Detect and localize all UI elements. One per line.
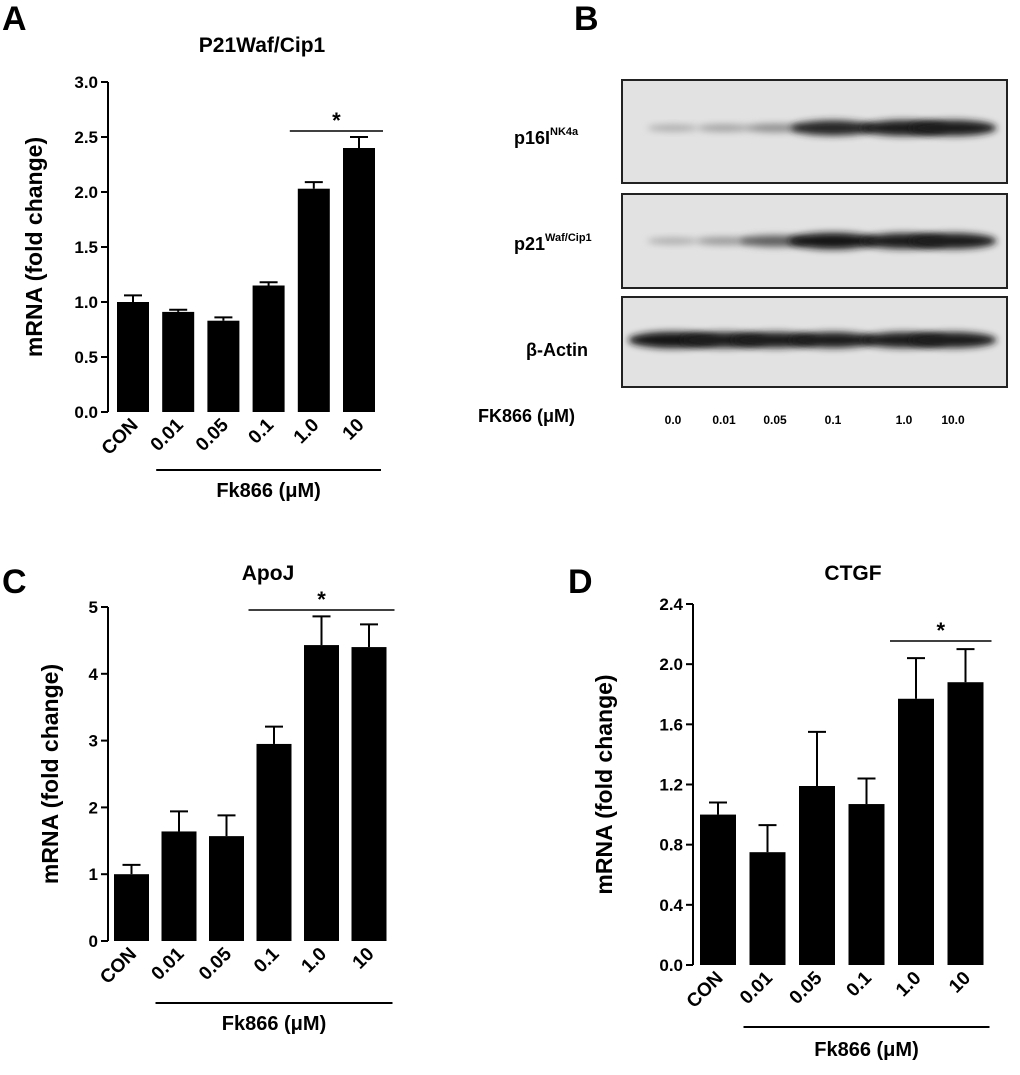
treatment-group-label: Fk866 (μM): [814, 1039, 918, 1061]
y-tick-label: 4: [89, 665, 99, 684]
chart-title: CTGF: [824, 562, 881, 585]
y-tick-label: 3.0: [74, 73, 98, 92]
bar: [749, 852, 786, 965]
y-tick-label: 2.5: [74, 128, 98, 147]
x-tick-label: 1.0: [298, 944, 332, 978]
blot-band: [789, 332, 877, 348]
y-tick-label: 2.0: [659, 655, 683, 674]
y-tick-label: 1.0: [74, 293, 98, 312]
blot-label-actin: β-Actin: [526, 340, 588, 360]
bar: [799, 786, 835, 965]
x-tick-label: 0.1: [245, 414, 279, 448]
bar: [947, 682, 984, 965]
blot-treatment-label: FK866 (μM): [478, 406, 575, 426]
x-tick-label: 0.01: [148, 943, 189, 984]
x-tick-label: 0.05: [786, 967, 827, 1008]
blot-band: [697, 124, 751, 132]
y-tick-label: 0.8: [659, 836, 683, 855]
blot-label-p21: p21Waf/Cip1: [514, 232, 592, 254]
y-tick-label: 5: [89, 598, 98, 617]
y-tick-label: 2.4: [659, 595, 683, 614]
y-tick-label: 1.2: [659, 776, 683, 795]
y-tick-label: 1.6: [659, 715, 683, 734]
y-tick-label: 0.0: [74, 403, 98, 422]
y-tick-label: 0.0: [659, 956, 683, 975]
bar: [700, 814, 736, 965]
x-tick-label: 0.1: [843, 967, 877, 1001]
chart-a-p21: P21Waf/Cip1 mRNA (fold change) 0.0 0.5 1.0 1.…: [21, 34, 383, 502]
y-tick-label: 1: [89, 865, 98, 884]
blot-bands: [628, 120, 997, 349]
blot-lane-label: 10.0: [941, 413, 965, 427]
bar: [351, 647, 387, 941]
bar: [304, 645, 339, 941]
blot-band: [647, 124, 699, 132]
bar: [297, 188, 330, 412]
x-tick-label: 0.1: [250, 943, 284, 977]
x-tick-label: 10: [339, 415, 369, 445]
blot-lane-label: 0.05: [763, 413, 787, 427]
y-axis-label: mRNA (fold change): [37, 664, 63, 884]
blot-lane-label: 1.0: [896, 413, 913, 427]
x-tick-label: 0.01: [147, 414, 188, 455]
x-tick-label: 10: [945, 968, 975, 998]
panel-letter-d: D: [568, 563, 593, 601]
chart-title: P21Waf/Cip1: [199, 34, 326, 57]
y-tick-label: 0.5: [74, 348, 98, 367]
blot-band: [647, 237, 699, 245]
y-tick-label: 2.0: [74, 183, 98, 202]
blot-lane-label: 0.0: [665, 413, 682, 427]
bar: [343, 148, 375, 412]
x-tick-label: CON: [683, 968, 728, 1013]
x-tick-label: 0.05: [195, 943, 236, 984]
x-tick-label: 0.01: [736, 967, 777, 1008]
blot-lane-label: 0.1: [825, 413, 842, 427]
blot-lane-label: 0.01: [712, 413, 736, 427]
blot-band: [745, 123, 805, 133]
y-axis-label: mRNA (fold change): [21, 137, 47, 357]
chart-title: ApoJ: [242, 562, 295, 585]
treatment-group-label: Fk866 (μM): [216, 480, 320, 502]
blot-band: [790, 120, 876, 136]
y-tick-label: 2: [89, 798, 98, 817]
x-tick-label: CON: [98, 415, 143, 460]
blot-band: [909, 120, 997, 136]
x-tick-label: 1.0: [892, 968, 926, 1002]
bar: [117, 302, 149, 412]
significance-star: *: [317, 587, 326, 612]
x-tick-label: 1.0: [290, 415, 324, 449]
x-tick-label: CON: [96, 944, 141, 989]
blot-band: [909, 233, 997, 249]
y-tick-label: 3: [89, 732, 98, 751]
y-axis-label: mRNA (fold change): [591, 674, 617, 894]
bar: [162, 311, 195, 412]
treatment-group-label: Fk866 (μM): [222, 1013, 326, 1035]
bar: [207, 320, 240, 412]
bar: [252, 285, 285, 412]
chart-d-ctgf: CTGF mRNA (fold change) 0.0 0.4 0.8 1.2 1.6 2.0…: [591, 562, 992, 1061]
y-tick-label: 0.4: [659, 896, 683, 915]
bar: [161, 831, 197, 941]
bar: [898, 698, 934, 965]
blot-band: [909, 332, 997, 348]
bar: [114, 874, 149, 941]
x-tick-label: 0.05: [192, 414, 233, 455]
panel-letter-a: A: [2, 0, 27, 38]
panel-letter-b: B: [574, 0, 599, 38]
y-tick-label: 1.5: [74, 238, 98, 257]
bar: [209, 836, 244, 941]
significance-star: *: [936, 618, 945, 643]
blot-band: [696, 237, 752, 245]
x-tick-label: 10: [349, 944, 379, 974]
significance-star: *: [332, 108, 341, 133]
bar: [848, 804, 885, 965]
panel-letter-c: C: [2, 563, 27, 601]
chart-c-apoj: ApoJ mRNA (fold change) 0 1 2 3 4 5 CON 0.01 0.05 0…: [37, 562, 395, 1035]
blot-band: [788, 232, 878, 250]
blot-label-p16: p16INK4a: [514, 126, 579, 148]
western-blot: p16INK4a p21Waf/Cip1 β-Actin FK866 (μM) …: [478, 79, 1008, 427]
bar: [256, 743, 292, 941]
y-tick-label: 0: [89, 932, 98, 951]
